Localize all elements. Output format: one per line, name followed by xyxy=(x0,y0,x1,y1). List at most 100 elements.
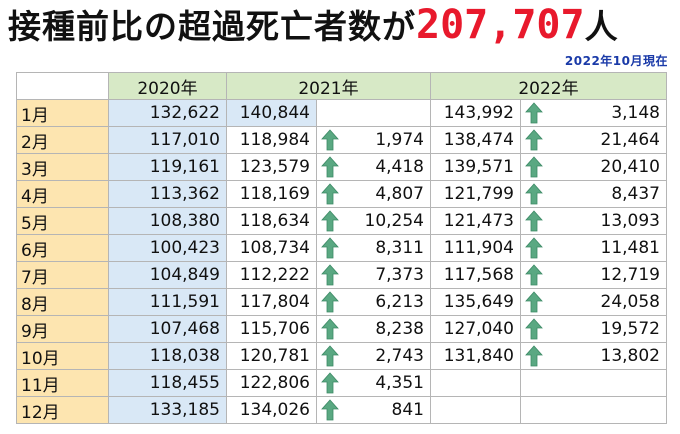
value-2020-cell: 107,468 xyxy=(108,315,227,343)
arrow-2021-cell xyxy=(316,261,343,289)
value-2022-cell: 139,571 xyxy=(430,153,521,181)
arrow-2022-cell xyxy=(520,99,547,127)
value-2022-cell: 138,474 xyxy=(430,126,521,154)
value-2022-cell: 131,840 xyxy=(430,342,521,370)
table-row: 2月 117,010 118,984 1,974 138,474 21,464 xyxy=(16,126,667,154)
value-2021-cell: 115,706 xyxy=(226,315,317,343)
table-row: 11月 118,455 122,806 4,351 xyxy=(16,369,667,397)
value-2022-cell: 121,799 xyxy=(430,180,521,208)
diff-2021-cell xyxy=(342,99,431,127)
table-row: 6月 100,423 108,734 8,311 111,904 11,481 xyxy=(16,234,667,262)
up-arrow-icon xyxy=(320,156,339,178)
up-arrow-icon xyxy=(524,237,543,259)
header-corner xyxy=(16,72,109,100)
deaths-table: 2020年 2021年 2022年 1月 132,622 140,844 143,99… xyxy=(16,72,667,424)
value-2022-cell xyxy=(430,369,521,397)
arrow-2021-cell xyxy=(316,207,343,235)
arrow-2022-cell xyxy=(520,261,547,289)
arrow-2021-cell xyxy=(316,315,343,343)
value-2021-cell: 134,026 xyxy=(226,396,317,424)
value-2020-cell: 132,622 xyxy=(108,99,227,127)
arrow-2021-cell xyxy=(316,234,343,262)
month-cell: 7月 xyxy=(16,261,109,289)
up-arrow-icon xyxy=(320,372,339,394)
table-row: 5月 108,380 118,634 10,254 121,473 13,093 xyxy=(16,207,667,235)
diff-2021-cell: 8,311 xyxy=(342,234,431,262)
up-arrow-icon xyxy=(320,183,339,205)
up-arrow-icon xyxy=(524,264,543,286)
arrow-2021-cell xyxy=(316,153,343,181)
value-2020-cell: 117,010 xyxy=(108,126,227,154)
value-2022-cell: 143,992 xyxy=(430,99,521,127)
arrow-2022-cell xyxy=(520,207,547,235)
page-title: 接種前比の超過死亡者数が 207,707 人 xyxy=(8,0,618,52)
up-arrow-icon xyxy=(320,237,339,259)
diff-2021-cell: 8,238 xyxy=(342,315,431,343)
table-row: 8月 111,591 117,804 6,213 135,649 24,058 xyxy=(16,288,667,316)
value-2020-cell: 133,185 xyxy=(108,396,227,424)
up-arrow-icon xyxy=(320,129,339,151)
diff-2022-cell: 20,410 xyxy=(546,153,667,181)
as-of-date: 2022年10月現在 xyxy=(564,54,668,68)
month-cell: 3月 xyxy=(16,153,109,181)
value-2022-cell xyxy=(430,396,521,424)
table-row: 3月 119,161 123,579 4,418 139,571 20,410 xyxy=(16,153,667,181)
diff-2021-cell: 6,213 xyxy=(342,288,431,316)
month-cell: 2月 xyxy=(16,126,109,154)
value-2020-cell: 108,380 xyxy=(108,207,227,235)
diff-2021-cell: 1,974 xyxy=(342,126,431,154)
arrow-2022-cell xyxy=(520,315,547,343)
table-row: 7月 104,849 112,222 7,373 117,568 12,719 xyxy=(16,261,667,289)
arrow-2021-cell xyxy=(316,126,343,154)
arrow-2021-cell xyxy=(316,288,343,316)
up-arrow-icon xyxy=(524,291,543,313)
arrow-2022-cell xyxy=(520,180,547,208)
diff-2022-cell: 12,719 xyxy=(546,261,667,289)
month-cell: 11月 xyxy=(16,369,109,397)
arrow-2022-cell xyxy=(520,396,547,424)
arrow-2022-cell xyxy=(520,234,547,262)
value-2022-cell: 127,040 xyxy=(430,315,521,343)
month-cell: 1月 xyxy=(16,99,109,127)
value-2021-cell: 140,844 xyxy=(226,99,317,127)
diff-2021-cell: 2,743 xyxy=(342,342,431,370)
value-2020-cell: 118,038 xyxy=(108,342,227,370)
header-2020: 2020年 xyxy=(108,72,227,100)
up-arrow-icon xyxy=(320,291,339,313)
up-arrow-icon xyxy=(320,318,339,340)
table-row: 1月 132,622 140,844 143,992 3,148 xyxy=(16,99,667,127)
up-arrow-icon xyxy=(524,156,543,178)
month-cell: 9月 xyxy=(16,315,109,343)
up-arrow-icon xyxy=(320,399,339,421)
title-excess-deaths-number: 207,707 xyxy=(416,2,585,48)
up-arrow-icon xyxy=(320,264,339,286)
value-2021-cell: 118,984 xyxy=(226,126,317,154)
value-2021-cell: 123,579 xyxy=(226,153,317,181)
up-arrow-icon xyxy=(320,345,339,367)
value-2021-cell: 117,804 xyxy=(226,288,317,316)
up-arrow-icon xyxy=(524,318,543,340)
table-body: 1月 132,622 140,844 143,992 3,148 2月 117,010 118… xyxy=(16,99,667,424)
arrow-2022-cell xyxy=(520,288,547,316)
value-2020-cell: 118,455 xyxy=(108,369,227,397)
value-2022-cell: 135,649 xyxy=(430,288,521,316)
diff-2022-cell: 13,802 xyxy=(546,342,667,370)
diff-2022-cell: 13,093 xyxy=(546,207,667,235)
diff-2022-cell: 11,481 xyxy=(546,234,667,262)
value-2021-cell: 118,634 xyxy=(226,207,317,235)
arrow-2021-cell xyxy=(316,180,343,208)
up-arrow-icon xyxy=(524,183,543,205)
arrow-2022-cell xyxy=(520,342,547,370)
value-2021-cell: 122,806 xyxy=(226,369,317,397)
arrow-2021-cell xyxy=(316,99,343,127)
table-row: 4月 113,362 118,169 4,807 121,799 8,437 xyxy=(16,180,667,208)
title-text: 接種前比の超過死亡者数が xyxy=(8,7,416,46)
value-2021-cell: 112,222 xyxy=(226,261,317,289)
month-cell: 4月 xyxy=(16,180,109,208)
month-cell: 10月 xyxy=(16,342,109,370)
diff-2022-cell: 21,464 xyxy=(546,126,667,154)
diff-2022-cell: 3,148 xyxy=(546,99,667,127)
value-2020-cell: 113,362 xyxy=(108,180,227,208)
title-suffix: 人 xyxy=(584,7,618,46)
value-2021-cell: 118,169 xyxy=(226,180,317,208)
